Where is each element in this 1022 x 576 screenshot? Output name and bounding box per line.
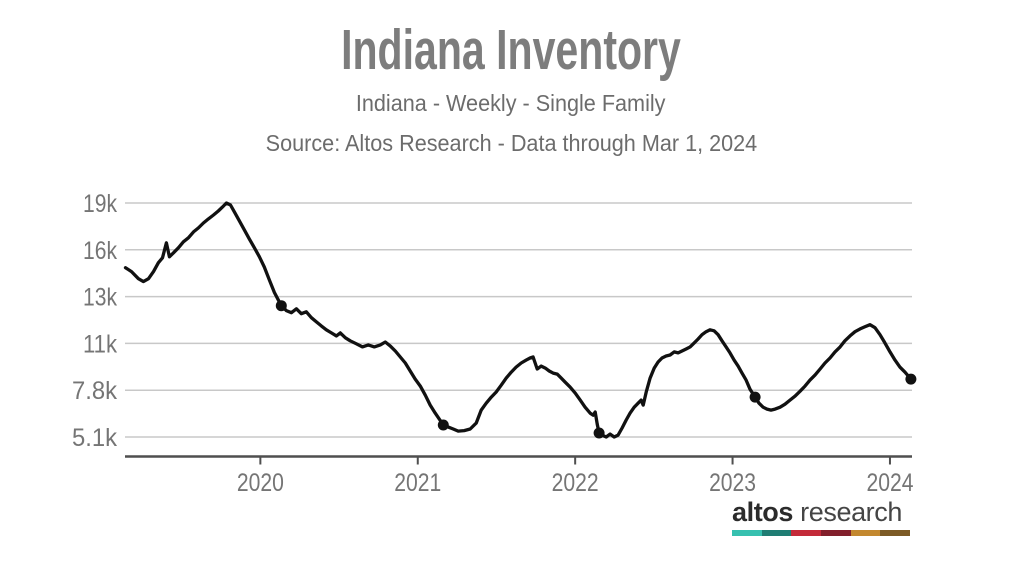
- y-axis-tick-label: 5.1k: [72, 424, 117, 452]
- y-axis-tick-label: 11k: [83, 330, 117, 358]
- week-marker-dot: [749, 391, 761, 403]
- chart-source-text: Source: Altos Research - Data through Ma…: [265, 129, 757, 156]
- page-title-text: Indiana Inventory: [341, 18, 681, 82]
- chart-header: Indiana Inventory Indiana - Weekly - Sin…: [0, 18, 1022, 157]
- brand-color-segment: [732, 530, 762, 536]
- x-axis-tick-label: 2021: [394, 469, 441, 497]
- y-axis-tick-label: 13k: [83, 284, 117, 312]
- brand-logo: altos research: [732, 499, 911, 536]
- y-axis-tick-label: 19k: [83, 190, 117, 218]
- week-marker-dot: [905, 373, 917, 385]
- brand-color-segment: [880, 530, 911, 536]
- brand-color-segment: [850, 530, 881, 536]
- x-axis-tick-label: 2022: [552, 469, 599, 497]
- inventory-line: [123, 201, 913, 439]
- chart-subtitle: Indiana - Weekly - Single Family: [0, 90, 1022, 117]
- chart-subtitle-text: Indiana - Weekly - Single Family: [356, 89, 666, 116]
- brand-name-bold: altos: [732, 497, 794, 527]
- brand-color-segment: [761, 530, 792, 536]
- y-axis-tick-label: 7.8k: [72, 377, 117, 405]
- page-title: Indiana Inventory: [0, 18, 1022, 82]
- x-axis-tick-label: 2020: [237, 469, 284, 497]
- week-marker-dot: [275, 300, 287, 312]
- chart-source: Source: Altos Research - Data through Ma…: [0, 130, 1022, 157]
- brand-wordmark: altos research: [732, 499, 910, 526]
- week-marker-dot: [437, 419, 449, 431]
- week-marker-dot: [593, 427, 605, 439]
- brand-color-segment: [821, 530, 851, 536]
- brand-color-segment: [791, 530, 822, 536]
- x-axis-tick-label: 2024: [866, 469, 913, 497]
- brand-color-bar: [732, 530, 911, 536]
- y-axis-tick-label: 16k: [83, 237, 117, 265]
- x-axis-tick-label: 2023: [709, 469, 756, 497]
- brand-name-light: research: [800, 497, 902, 527]
